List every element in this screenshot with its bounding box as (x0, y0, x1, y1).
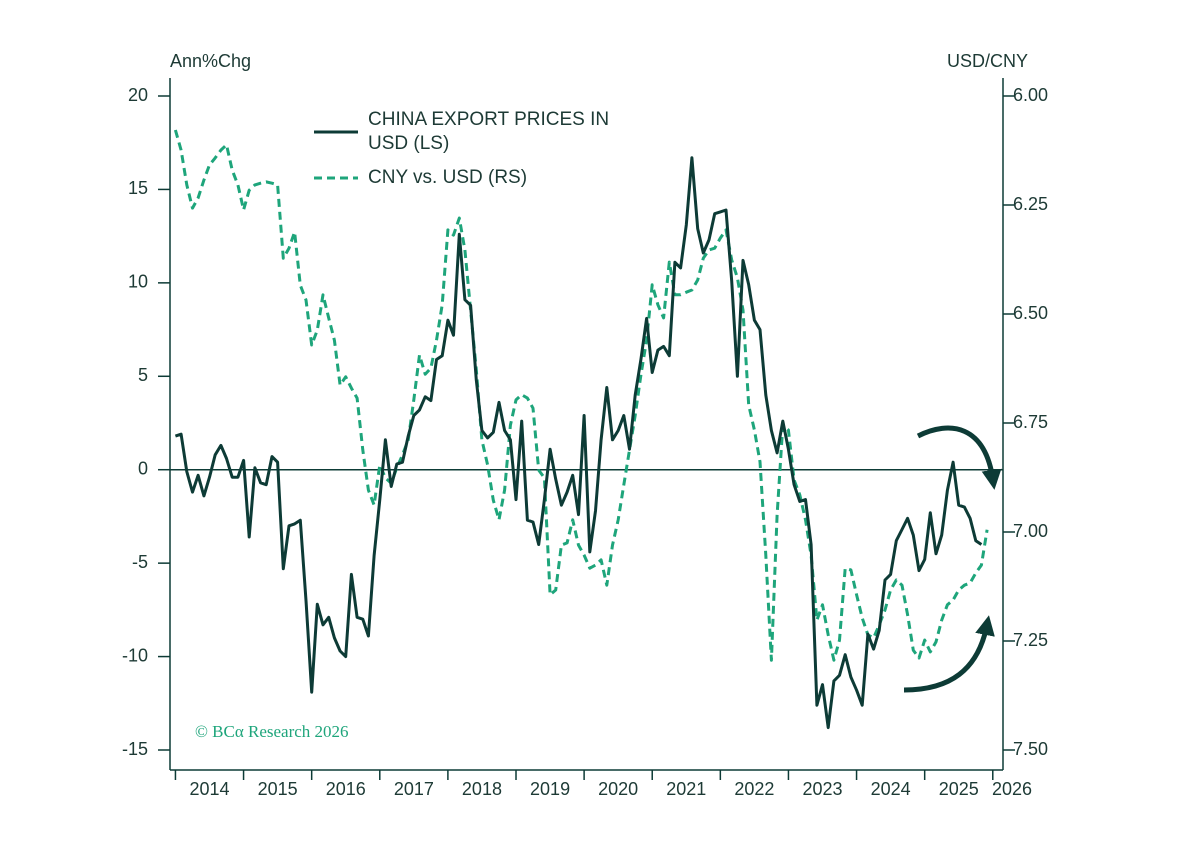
x-tick-label: 2026 (992, 779, 1032, 799)
y-axis-label: Ann%Chg (170, 51, 251, 71)
y2-tick-label: 6.75 (1013, 412, 1048, 432)
x-tick-label: 2021 (666, 779, 706, 799)
x-tick-label: 2022 (734, 779, 774, 799)
y2-tick-label: 6.00 (1013, 85, 1048, 105)
legend-label: CHINA EXPORT PRICES IN USD (LS) (368, 109, 610, 154)
legend-label: CNY vs. USD (RS) (368, 167, 528, 188)
x-tick-label: 2014 (189, 779, 229, 799)
x-tick-label: 2017 (394, 779, 434, 799)
x-tick-label: 2024 (871, 779, 911, 799)
series-line (173, 129, 989, 662)
y2-tick-label: 7.25 (1013, 630, 1048, 650)
y2-tick-label: 6.50 (1013, 303, 1048, 323)
y-tick-label: -15 (122, 739, 148, 759)
y2-tick-label: 6.25 (1013, 194, 1048, 214)
series-line (174, 156, 983, 730)
y-tick-label: -10 (122, 645, 148, 665)
legend (314, 130, 358, 180)
y2-tick-label: 7.50 (1013, 739, 1048, 759)
source-note: © BCα Research 2026 (195, 722, 349, 741)
arrow-up (903, 615, 995, 693)
y-tick-label: 5 (138, 365, 148, 385)
x-tick-label: 2016 (326, 779, 366, 799)
y-tick-label: -5 (132, 552, 148, 572)
x-tick-label: 2018 (462, 779, 502, 799)
x-tick-label: 2023 (802, 779, 842, 799)
y-tick-label: 0 (138, 458, 148, 478)
arrow-down (916, 425, 1002, 490)
legend-text: CHINA EXPORT PRICES IN USD (LS) CNY vs. … (368, 108, 618, 190)
x-tick-label: 2020 (598, 779, 638, 799)
x-tick-label: 2025 (939, 779, 979, 799)
y2-tick-label: 7.00 (1013, 521, 1048, 541)
y2-axis-label: USD/CNY (947, 51, 1028, 71)
y-tick-label: 20 (128, 85, 148, 105)
x-tick-label: 2019 (530, 779, 570, 799)
y-tick-label: 10 (128, 272, 148, 292)
y-tick-label: 15 (128, 178, 148, 198)
x-tick-label: 2015 (258, 779, 298, 799)
